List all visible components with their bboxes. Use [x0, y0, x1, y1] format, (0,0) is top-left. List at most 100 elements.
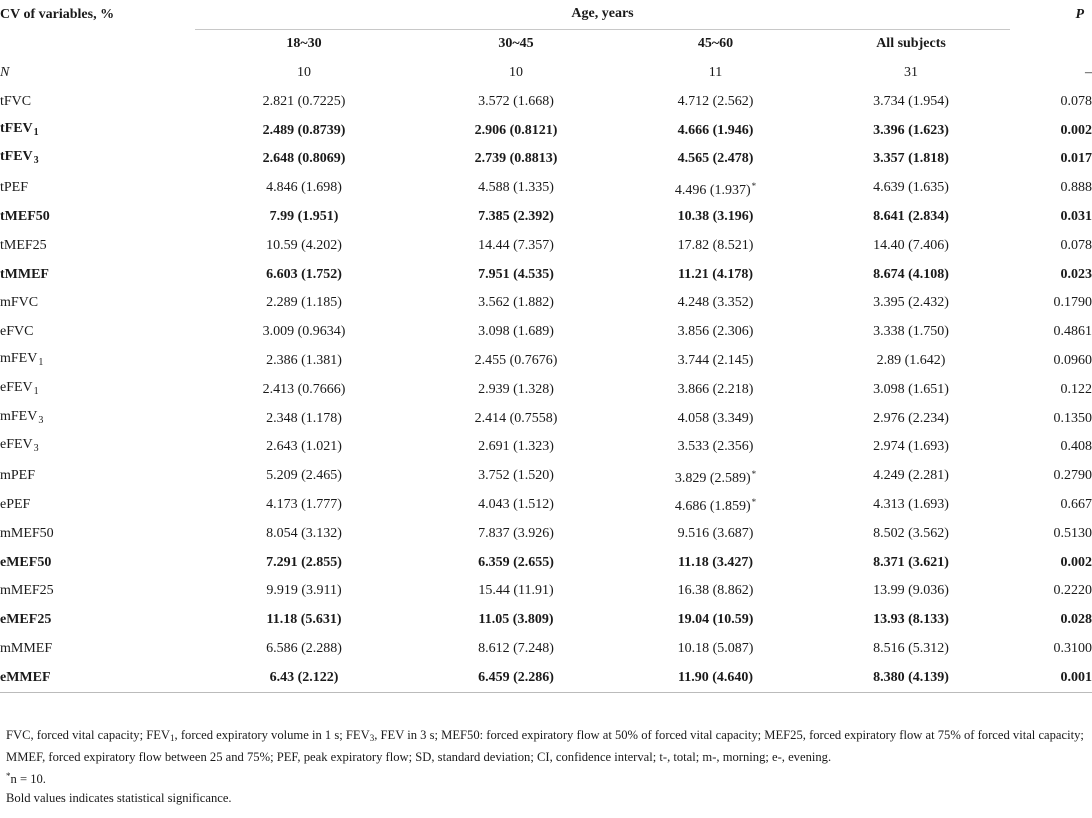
- value-cell: 6.603 (1.752): [195, 260, 413, 289]
- value-text: 2.648 (0.8069): [262, 151, 346, 167]
- value-text: 2.939 (1.328): [478, 381, 554, 397]
- value-cell: 16.38 (8.862): [619, 577, 812, 606]
- value-cell: 2.648 (0.8069): [195, 145, 413, 174]
- value-text: 17.82 (8.521): [677, 237, 754, 253]
- row-label: tMMEF: [0, 260, 195, 289]
- value-cell: 8.380 (4.139): [812, 663, 1011, 694]
- abbreviations-note: FVC, forced vital capacity; FEV1, forced…: [6, 726, 1086, 767]
- value-text: 2.386 (1.381): [266, 352, 342, 368]
- value-text: 4.565 (2.478): [677, 151, 754, 167]
- value-cell: 11.21 (4.178): [619, 260, 812, 289]
- p-value-cell: 0.001: [1010, 663, 1092, 694]
- value-text: 7.837 (3.926): [478, 525, 554, 541]
- star-note: *n = 10.: [6, 767, 1086, 789]
- header-blank-cell: [1010, 29, 1092, 58]
- row-label-subscript: 1: [33, 385, 39, 397]
- value-text: 3.829 (2.589): [674, 470, 751, 486]
- value-text: 8.674 (4.108): [873, 266, 949, 282]
- value-cell: 11.05 (3.809): [413, 606, 619, 635]
- value-cell: 11.18 (5.631): [195, 606, 413, 635]
- table-row: mMMEF 6.586 (2.288) 8.612 (7.248) 10.18 (5.…: [0, 635, 1092, 664]
- row-label: tMEF50: [0, 203, 195, 232]
- row-label-subscript: 1: [33, 126, 39, 138]
- p-value-cell: 0.002: [1060, 122, 1092, 138]
- p-value-cell: –: [1085, 64, 1092, 80]
- value-cell: 10.38 (3.196): [619, 203, 812, 232]
- row-label-subscript: 3: [38, 414, 44, 426]
- table-row: eFEV1 2.413 (0.7666) 2.939 (1.328) 3.866 (2…: [0, 375, 1092, 404]
- value-text: 8.371 (3.621): [873, 554, 949, 570]
- table-row: tMEF25 10.59 (4.202) 14.44 (7.357) 17.82 (8…: [0, 231, 1092, 260]
- value-text: 4.639 (1.635): [873, 180, 949, 196]
- value-text: 3.395 (2.432): [873, 295, 949, 311]
- value-text: 3.338 (1.750): [873, 324, 949, 340]
- value-text: 4.173 (1.777): [266, 496, 342, 512]
- value-cell: 2.974 (1.693): [812, 433, 1010, 462]
- table-row: eMEF25 11.18 (5.631) 11.05 (3.809) 19.04 (1…: [0, 606, 1092, 635]
- value-cell: 4.043 (1.512): [413, 491, 619, 520]
- value-text: 2.739 (0.8813): [474, 151, 558, 167]
- value-text: 3.734 (1.954): [873, 93, 949, 109]
- value-text: 2.489 (0.8739): [262, 122, 346, 138]
- value-cell: 19.04 (10.59): [619, 606, 812, 635]
- value-cell: 7.385 (2.392): [413, 203, 619, 232]
- value-cell: 8.054 (3.132): [195, 519, 413, 548]
- abbrev-text: , forced expiratory volume in 1 s; FEV: [174, 728, 370, 742]
- row-label-text: mFVC: [0, 295, 39, 311]
- table-row: mFEV1 2.386 (1.381) 2.455 (0.7676) 3.744 (2…: [0, 347, 1092, 376]
- row-label-text: mPEF: [0, 468, 36, 484]
- value-cell: 3.395 (2.432): [812, 289, 1010, 318]
- value-cell: 14.40 (7.406): [812, 231, 1010, 260]
- value-cell: 3.396 (1.623): [812, 116, 1010, 145]
- abbrev-subscript: 1: [170, 733, 175, 743]
- value-cell: 8.674 (4.108): [812, 260, 1010, 289]
- value-text: 3.533 (2.356): [677, 439, 754, 455]
- value-cell: 4.173 (1.777): [195, 491, 413, 520]
- table-row: tFVC 2.821 (0.7225) 3.572 (1.668) 4.712 (2.…: [0, 87, 1092, 116]
- table-row: tFEV3 2.648 (0.8069) 2.739 (0.8813) 4.565 (…: [0, 145, 1092, 174]
- value-text: 10: [509, 64, 523, 80]
- row-label-text: tPEF: [0, 180, 29, 196]
- value-cell: 3.572 (1.668): [413, 87, 619, 116]
- value-text: 11.18 (5.631): [266, 612, 342, 628]
- value-text: 2.455 (0.7676): [474, 352, 558, 368]
- value-text: 2.691 (1.323): [478, 439, 554, 455]
- value-text: 7.951 (4.535): [478, 266, 554, 282]
- table-row: tMMEF 6.603 (1.752) 7.951 (4.535) 11.21 (4.…: [0, 260, 1092, 289]
- table-row: mPEF 5.209 (2.465) 3.752 (1.520) 3.829 (2.5…: [0, 462, 1092, 491]
- value-cell: 3.829 (2.589)*: [619, 462, 812, 491]
- value-text: 2.289 (1.185): [266, 295, 342, 311]
- p-value-cell: 0.408: [1060, 439, 1092, 455]
- value-text: 3.856 (2.306): [677, 324, 754, 340]
- header-row-2: 18~30 30~45 45~60 All subjects: [0, 29, 1092, 58]
- p-value-cell: 0.2220: [1053, 583, 1092, 599]
- value-cell: 3.009 (0.9634): [195, 318, 413, 347]
- table-row: mFVC 2.289 (1.185) 3.562 (1.882) 4.248 (3.3…: [0, 289, 1092, 318]
- row-label: ePEF: [0, 491, 195, 520]
- value-text: 2.348 (1.178): [266, 410, 342, 426]
- value-text: 2.413 (0.7666): [262, 381, 346, 397]
- value-text: 4.686 (1.859): [674, 499, 751, 515]
- value-text: 4.058 (3.349): [677, 410, 754, 426]
- value-cell: 10.18 (5.087): [619, 635, 812, 664]
- value-cell: 2.386 (1.381): [195, 347, 413, 376]
- value-cell: 3.533 (2.356): [619, 433, 812, 462]
- row-label: eMEF25: [0, 606, 195, 635]
- value-text: 13.93 (8.133): [873, 612, 949, 628]
- p-value-cell: 0.028: [1060, 612, 1092, 628]
- value-text: 2.974 (1.693): [873, 439, 949, 455]
- value-text: 2.821 (0.7225): [262, 93, 346, 109]
- cv-table: CV of variables, % Age, years P 18~30 30…: [0, 0, 1092, 694]
- value-text: 2.89 (1.642): [876, 352, 946, 368]
- bold-note: Bold values indicates statistical signif…: [6, 791, 232, 805]
- row-label: mMEF25: [0, 577, 195, 606]
- value-text: 6.603 (1.752): [266, 266, 342, 282]
- value-cell: 17.82 (8.521): [619, 231, 812, 260]
- value-text: 4.588 (1.335): [478, 180, 554, 196]
- row-label-text: ePEF: [0, 496, 31, 512]
- value-text: 2.906 (0.8121): [474, 122, 558, 138]
- value-cell: 11.90 (4.640): [619, 663, 812, 694]
- header-group-18-30: 18~30: [286, 36, 322, 52]
- value-cell: 2.939 (1.328): [413, 375, 619, 404]
- value-cell: 2.489 (0.8739): [195, 116, 413, 145]
